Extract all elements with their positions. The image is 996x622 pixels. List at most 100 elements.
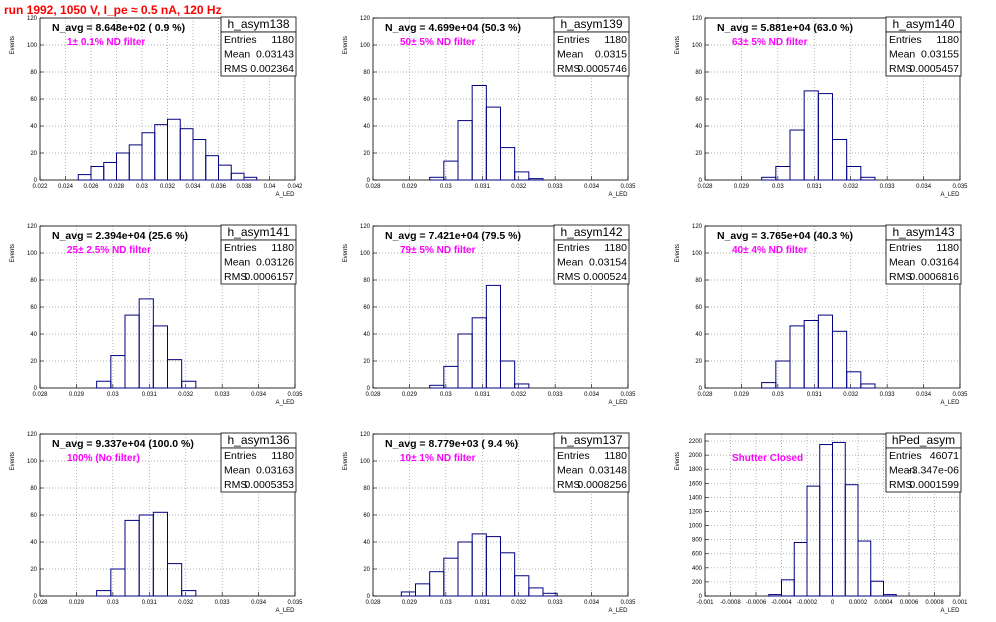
histogram-bar [230, 172, 245, 181]
histogram-bar [514, 171, 530, 181]
y-tick-label: 800 [692, 538, 703, 544]
histogram-panel: 0.028 0.029 0.03 0.031 0.032 0.033 0.034 0.035 0… [343, 224, 636, 406]
y-axis-label: Events [10, 452, 16, 470]
histogram-name: h_asym136 [227, 433, 289, 447]
x-tick-label: 0.001 [952, 600, 968, 606]
stat-value: 1180 [604, 242, 627, 254]
x-tick-label: 0.024 [58, 184, 74, 190]
y-tick-label: 120 [360, 16, 371, 22]
x-tick-label: 0.032 [843, 184, 859, 190]
y-tick-label: 20 [30, 359, 37, 365]
y-tick-label: 40 [695, 124, 702, 130]
n-avg-annotation: N_avg = 3.765e+04 (40.3 %) [717, 230, 853, 242]
stat-label: Entries [224, 242, 257, 254]
x-tick-label: 0.0008 [925, 600, 944, 606]
x-tick-label: 0.026 [83, 184, 99, 190]
x-tick-label: -0.0008 [720, 600, 741, 606]
histogram-bar [485, 106, 502, 181]
histogram-bar [844, 484, 859, 597]
x-tick-label: 0.03 [107, 600, 119, 606]
histogram-bar [806, 485, 821, 597]
stat-label: Mean [224, 465, 250, 477]
y-tick-label: 1400 [689, 495, 703, 501]
y-axis-label: Events [343, 452, 349, 470]
filter-label: 100% (No filter) [67, 453, 140, 464]
x-tick-label: 0.033 [548, 600, 564, 606]
histogram-bar [429, 571, 445, 597]
stat-label: Entries [557, 450, 590, 462]
y-tick-label: 80 [363, 486, 370, 492]
histogram-bar [205, 155, 219, 181]
histogram-bar [415, 583, 431, 597]
histogram-bar [138, 514, 154, 597]
filter-label: 40± 4% ND filter [732, 245, 808, 256]
filter-label: Shutter Closed [732, 453, 803, 464]
x-tick-label: 0.034 [916, 184, 932, 190]
x-tick-label: 0.028 [697, 392, 713, 398]
histogram-bar [152, 325, 168, 389]
stat-label: Entries [224, 450, 257, 462]
stat-label: Mean [557, 465, 583, 477]
stat-value: 1180 [271, 242, 294, 254]
stat-value: 0.03143 [256, 49, 294, 61]
x-tick-label: 0.035 [287, 600, 303, 606]
x-tick-label: 0.032 [511, 600, 527, 606]
histogram-bar [167, 563, 183, 597]
histogram-bar [500, 552, 516, 597]
stat-value: 1180 [271, 450, 294, 462]
y-tick-label: 120 [27, 432, 38, 438]
histogram-bar [116, 152, 130, 181]
histogram-bar [514, 383, 530, 389]
y-tick-label: 60 [30, 513, 37, 519]
x-tick-label: 0.028 [365, 600, 381, 606]
y-axis-label: Events [10, 36, 16, 54]
x-tick-label: -0.0004 [771, 600, 792, 606]
x-tick-label: 0.035 [620, 600, 636, 606]
histogram-bar [789, 325, 805, 389]
x-axis-label: A_LED [608, 608, 628, 614]
x-tick-label: 0.034 [916, 392, 932, 398]
x-tick-label: 0.034 [584, 600, 600, 606]
y-tick-label: 20 [363, 359, 370, 365]
y-tick-label: 1000 [689, 524, 703, 530]
stat-label: Mean [889, 49, 915, 61]
stat-value: 0.002364 [250, 63, 294, 75]
histogram-bar [857, 540, 872, 597]
y-tick-label: 80 [30, 70, 37, 76]
x-tick-label: 0.028 [109, 184, 125, 190]
histogram-bar [243, 176, 258, 181]
stat-label: RMS [557, 63, 580, 75]
n-avg-annotation: N_avg = 2.394e+04 (25.6 %) [52, 230, 188, 242]
stat-value: 0.03155 [921, 49, 959, 61]
y-tick-label: 20 [30, 151, 37, 157]
x-tick-label: 0.028 [32, 600, 48, 606]
histogram-bar [846, 166, 862, 181]
filter-label: 1± 0.1% ND filter [67, 37, 145, 48]
x-tick-label: 0.032 [511, 184, 527, 190]
y-tick-label: 100 [692, 251, 703, 257]
y-tick-label: 80 [363, 278, 370, 284]
histogram-bar [528, 587, 544, 597]
y-tick-label: 2200 [689, 439, 703, 445]
histogram-panel: 0.028 0.029 0.03 0.031 0.032 0.033 0.034 0.035 0… [675, 224, 968, 406]
x-tick-label: 0.03 [107, 392, 119, 398]
stat-value: 1180 [604, 450, 627, 462]
x-tick-label: 0.031 [142, 600, 158, 606]
y-tick-label: 0 [34, 594, 38, 600]
histogram-bar [817, 93, 833, 181]
stat-value: 0.0006816 [909, 271, 959, 283]
stat-box [220, 239, 297, 285]
stat-label: Entries [889, 34, 922, 46]
y-tick-label: 120 [692, 16, 703, 22]
stat-value: 46071 [930, 450, 959, 462]
x-tick-label: 0.028 [365, 184, 381, 190]
histogram-panel: 0.028 0.029 0.03 0.031 0.032 0.033 0.034 0.035 0… [675, 16, 968, 198]
stat-value: -3.347e-06 [908, 465, 959, 477]
histogram-bar [775, 360, 791, 389]
stat-value: 0.0005457 [909, 63, 959, 75]
histogram-bar [500, 360, 516, 389]
y-tick-label: 80 [30, 486, 37, 492]
histogram-bar [761, 176, 777, 181]
y-tick-label: 100 [27, 43, 38, 49]
stat-label: Entries [224, 34, 257, 46]
